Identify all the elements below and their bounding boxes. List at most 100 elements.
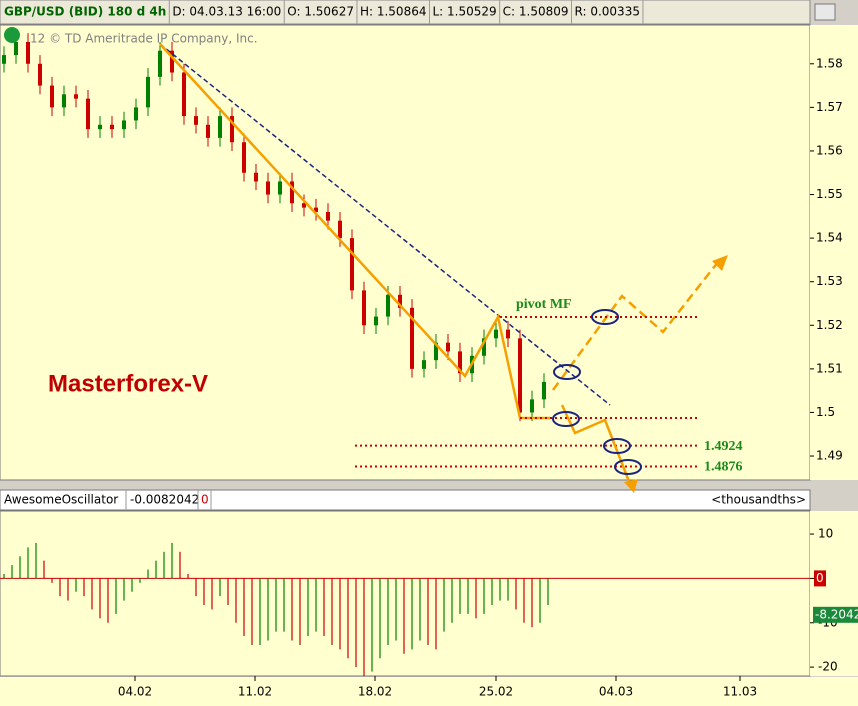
candle-body xyxy=(530,399,534,413)
header-field: D: 04.03.13 16:00 xyxy=(172,5,281,19)
level-label: 1.4876 xyxy=(704,460,743,475)
oscillator-name: AwesomeOscillator xyxy=(4,493,118,507)
candle-body xyxy=(278,181,282,195)
candle-body xyxy=(326,211,330,221)
ellipse xyxy=(553,364,581,380)
y-tick-label: 1.49 xyxy=(816,449,843,463)
candle-body xyxy=(86,98,90,130)
y-tick-label: 10 xyxy=(818,527,833,541)
x-tick-label: 11.03 xyxy=(723,685,757,699)
y-tick-label: 1.56 xyxy=(816,143,843,157)
candle-body xyxy=(134,107,138,121)
oscillator-header xyxy=(0,489,811,511)
y-tick-label: 1.55 xyxy=(816,187,843,201)
candle-body xyxy=(362,290,366,326)
candle-body xyxy=(290,181,294,204)
oscillator-pane xyxy=(0,510,811,677)
watermark: 12 © TD Ameritrade IP Company, Inc. xyxy=(30,32,258,46)
candle-body xyxy=(542,381,546,400)
last-value-label: -8.2042 xyxy=(815,607,858,621)
status-icon[interactable] xyxy=(4,27,20,43)
candle-body xyxy=(410,307,414,369)
candle-body xyxy=(434,342,438,361)
y-tick-label: 1.53 xyxy=(816,274,843,288)
price-pane xyxy=(0,24,811,481)
y-tick-label: -20 xyxy=(818,660,838,674)
y-tick-label: 1.58 xyxy=(816,56,843,70)
candle-body xyxy=(374,316,378,326)
trend-line xyxy=(159,43,611,406)
candle-body xyxy=(254,172,258,182)
x-tick-label: 18.02 xyxy=(358,685,392,699)
candle-body xyxy=(146,76,150,108)
y-tick-label: 1.51 xyxy=(816,361,843,375)
x-tick-label: 04.03 xyxy=(599,685,633,699)
candle-body xyxy=(218,116,222,138)
header-field: C: 1.50809 xyxy=(503,5,569,19)
candle-body xyxy=(458,351,462,374)
header-field: R: 0.00335 xyxy=(575,5,640,19)
window-icon[interactable] xyxy=(814,3,836,21)
y-tick-label: 1.57 xyxy=(816,100,843,114)
header-field: L: 1.50529 xyxy=(432,5,496,19)
pivot-label: pivot MF xyxy=(516,297,572,312)
y-tick-label: 1.54 xyxy=(816,231,843,245)
oscillator-axis-area xyxy=(810,511,858,676)
ellipse xyxy=(603,438,631,454)
y-tick-label: 0 xyxy=(816,571,824,585)
candle-body xyxy=(398,294,402,308)
arrow-head xyxy=(624,479,638,493)
ellipse xyxy=(552,411,580,427)
y-tick-label: 1.5 xyxy=(816,405,835,419)
candle-body xyxy=(194,116,198,125)
candle-body xyxy=(182,72,186,117)
candle-body xyxy=(266,181,270,195)
candle-body xyxy=(350,238,354,291)
candle-body xyxy=(314,207,318,212)
header-field: O: 1.50627 xyxy=(287,5,354,19)
candle-body xyxy=(518,338,522,413)
header-fields: GBP/USD (BID) 180 d 4h D: 04.03.13 16:00 O… xyxy=(4,0,644,24)
bull-scenario xyxy=(551,261,719,391)
oscillator-flag: 0 xyxy=(201,493,209,507)
zero-box xyxy=(814,570,826,587)
candle-body xyxy=(302,203,306,208)
candle-body xyxy=(62,94,66,108)
x-tick-label: 04.02 xyxy=(118,685,152,699)
last-value-box xyxy=(813,606,858,623)
candle-body xyxy=(98,124,102,130)
ellipse xyxy=(614,459,642,475)
candle-body xyxy=(338,220,342,239)
candle-body xyxy=(482,338,486,356)
candle-body xyxy=(386,294,390,317)
candle-body xyxy=(74,94,78,99)
y-tick-label: 1.52 xyxy=(816,318,843,332)
candle-body xyxy=(506,329,510,339)
candle-body xyxy=(446,342,450,352)
marks: 1.49 1.5 1.51 1.52 1.53 1.54 1.55 1.56 1.57 1.58 1… xyxy=(0,33,858,699)
candle-body xyxy=(422,360,426,369)
time-axis-area xyxy=(0,677,858,706)
x-tick-label: 11.02 xyxy=(238,685,272,699)
ellipse xyxy=(591,309,619,325)
candle-body xyxy=(494,329,498,339)
candle-body xyxy=(50,85,54,108)
candle-body xyxy=(242,142,246,173)
candle-body xyxy=(158,50,162,77)
header-field: GBP/USD (BID) 180 d 4h xyxy=(4,5,166,19)
level-label: 1.4924 xyxy=(704,439,743,454)
candle-body xyxy=(170,50,174,73)
header-bar xyxy=(0,0,811,25)
x-tick-label: 25.02 xyxy=(479,685,513,699)
candle-body xyxy=(122,120,126,130)
candle-body xyxy=(206,124,210,138)
candle-body xyxy=(14,41,18,56)
analysis-drawings xyxy=(159,43,728,493)
candle-body xyxy=(110,124,114,130)
candle-body xyxy=(230,116,234,143)
arrow-head xyxy=(712,255,728,271)
price-axis-area xyxy=(810,25,858,480)
candle-body xyxy=(38,63,42,86)
candle-body xyxy=(26,41,30,64)
candle-body xyxy=(2,55,6,64)
